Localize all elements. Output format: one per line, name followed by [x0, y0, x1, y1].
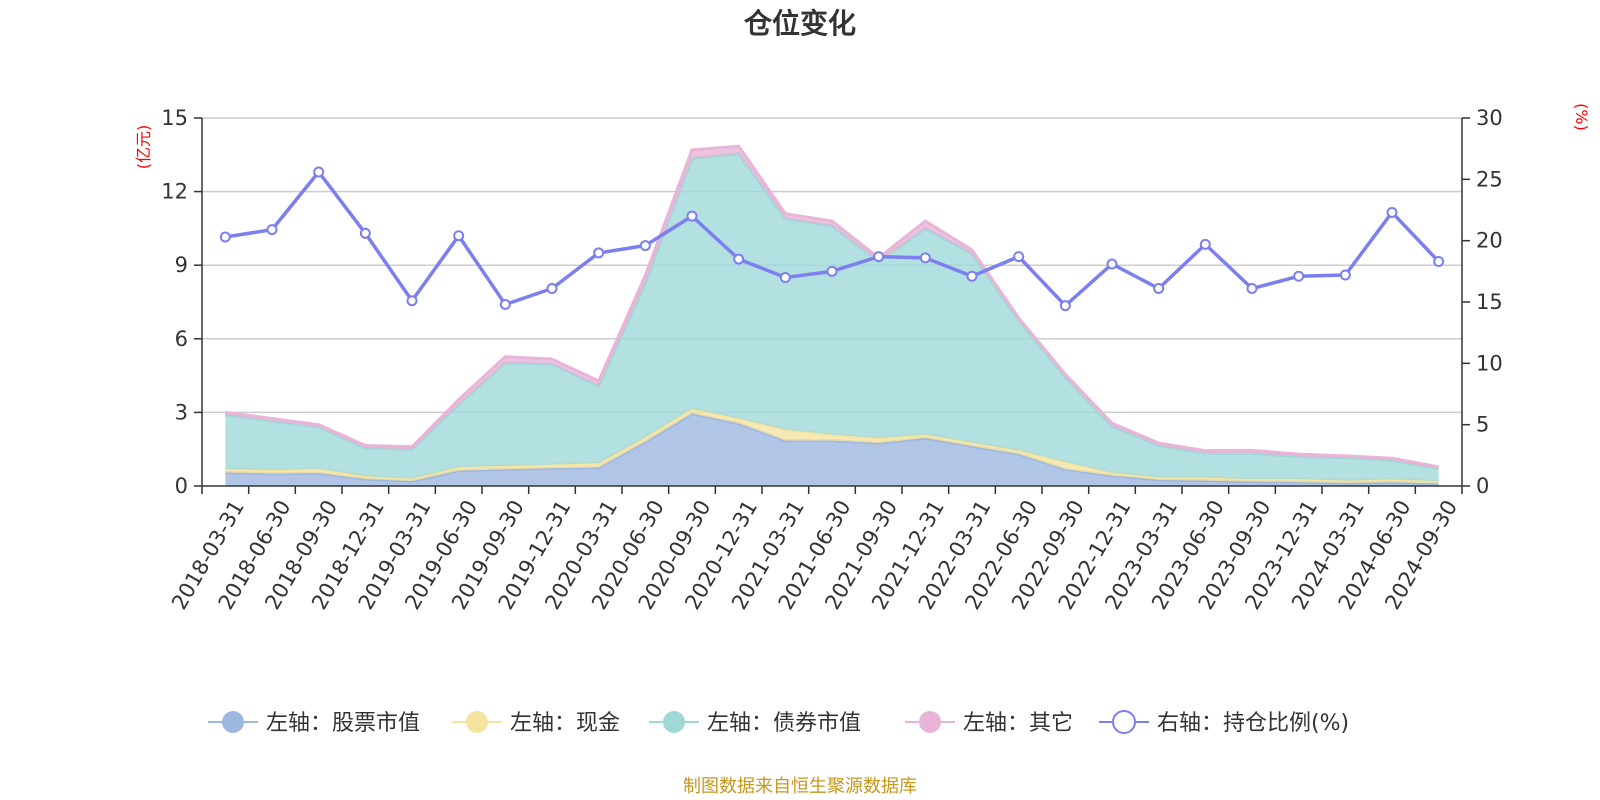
ratio-point [359, 227, 371, 239]
area-series-3 [225, 153, 1439, 482]
legend-label: 右轴：持仓比例(%) [1157, 711, 1349, 736]
ratio-point [1293, 270, 1305, 282]
ratio-point [919, 252, 931, 264]
legend-label: 左轴：现金 [510, 711, 620, 736]
ratio-point [639, 240, 651, 252]
legend-item-2[interactable]: 左轴：现金 [452, 711, 620, 736]
ratio-point [593, 247, 605, 259]
legend-marker [663, 711, 685, 733]
right-tick-label: 30 [1476, 106, 1503, 130]
legend-marker [1112, 710, 1136, 734]
legend-item-1[interactable]: 左轴：股票市值 [208, 711, 420, 736]
right-tick-label: 15 [1476, 290, 1503, 314]
left-tick-label: 9 [175, 253, 188, 277]
ratio-point [499, 298, 511, 310]
ratio-point [873, 251, 885, 263]
right-tick-label: 25 [1476, 167, 1503, 191]
legend-label: 左轴：股票市值 [266, 711, 420, 736]
ratio-point [1246, 283, 1258, 295]
right-tick-label: 5 [1476, 413, 1489, 437]
left-tick-label: 3 [175, 400, 188, 424]
legend-item-3[interactable]: 左轴：债券市值 [649, 711, 861, 736]
legend-marker [919, 711, 941, 733]
source-note: 制图数据来自恒生聚源数据库 [683, 776, 917, 797]
legend-label: 左轴：债券市值 [707, 711, 861, 736]
right-tick-label: 20 [1476, 229, 1503, 253]
right-tick-label: 0 [1476, 474, 1489, 498]
legend-label: 左轴：其它 [963, 711, 1073, 736]
ratio-point [546, 283, 558, 295]
ratio-point [779, 271, 791, 283]
chart-title: 仓位变化 [744, 7, 856, 40]
ratio-point [406, 295, 418, 307]
legend-marker [466, 711, 488, 733]
ratio-point [453, 230, 465, 242]
left-tick-label: 6 [175, 327, 188, 351]
legend-item-4[interactable]: 左轴：其它 [905, 711, 1073, 736]
ratio-point [966, 270, 978, 282]
right-tick-label: 10 [1476, 351, 1503, 375]
stacked-areas [225, 144, 1439, 486]
ratio-point [266, 224, 278, 236]
legend-item-5[interactable]: 右轴：持仓比例(%) [1099, 710, 1349, 736]
legend: 左轴：股票市值 左轴：现金 左轴：债券市值 左轴：其它 右轴：持仓比例(%) [208, 710, 1349, 736]
ratio-point [686, 210, 698, 222]
right-axis-unit: (%) [1572, 103, 1591, 131]
left-axis-unit: (亿元) [134, 125, 153, 170]
ratio-point [313, 166, 325, 178]
legend-marker [222, 711, 244, 733]
ratio-point [1106, 258, 1118, 270]
area-series-1 [225, 413, 1439, 486]
ratio-point [1433, 256, 1445, 268]
ratio-point [733, 253, 745, 265]
ratio-point [826, 265, 838, 277]
left-tick-label: 0 [175, 474, 188, 498]
ratio-point [219, 231, 231, 243]
ratio-point [1339, 269, 1351, 281]
left-tick-label: 15 [161, 106, 188, 130]
holding-ratio-line [219, 166, 1445, 312]
ratio-point [1199, 238, 1211, 250]
ratio-point [1153, 283, 1165, 295]
ratio-point [1059, 300, 1071, 312]
ratio-point [1013, 251, 1025, 263]
ratio-point [1386, 206, 1398, 218]
area-series-2 [225, 408, 1439, 484]
left-tick-label: 12 [161, 180, 188, 204]
area-series-edge-4 [225, 144, 1439, 469]
